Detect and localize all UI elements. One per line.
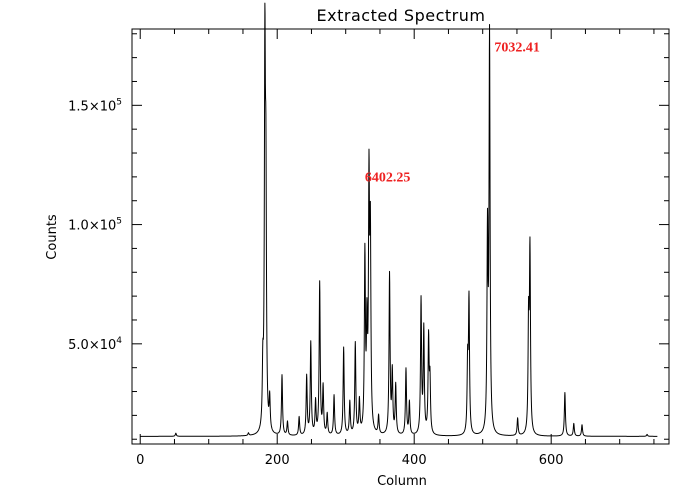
spectrum-line xyxy=(139,2,658,437)
y-tick-label: 5.0×104 xyxy=(68,336,122,353)
plot-border xyxy=(131,28,670,445)
peak-annotation: 6402.25 xyxy=(365,171,411,186)
y-axis-label: Counts xyxy=(45,214,60,260)
annotation-layer: 6402.25 7032.41 xyxy=(365,41,540,186)
y-tick-label: 1.0×105 xyxy=(68,217,122,234)
plot-frame xyxy=(131,28,670,445)
x-tick-label: 600 xyxy=(539,453,564,468)
peak-annotation: 7032.41 xyxy=(494,41,540,56)
y-tick-exponent: 5 xyxy=(116,217,122,227)
y-tick-mantissa: 5.0×10 xyxy=(68,338,116,353)
chart-title: Extracted Spectrum xyxy=(317,6,486,25)
y-tick-mantissa: 1.0×10 xyxy=(68,219,116,234)
series-layer xyxy=(139,2,658,437)
y-tick-exponent: 4 xyxy=(116,336,122,346)
y-tick-mantissa: 1.5×10 xyxy=(68,99,116,114)
x-axis-label: Column xyxy=(377,474,427,489)
y-tick-exponent: 5 xyxy=(116,97,122,107)
y-tick-label: 1.5×105 xyxy=(68,97,122,114)
x-tick-label: 400 xyxy=(402,453,427,468)
x-tick-label: 200 xyxy=(265,453,290,468)
x-axis-ticks: 0 200 400 600 xyxy=(136,29,655,468)
x-tick-label: 0 xyxy=(136,453,144,468)
